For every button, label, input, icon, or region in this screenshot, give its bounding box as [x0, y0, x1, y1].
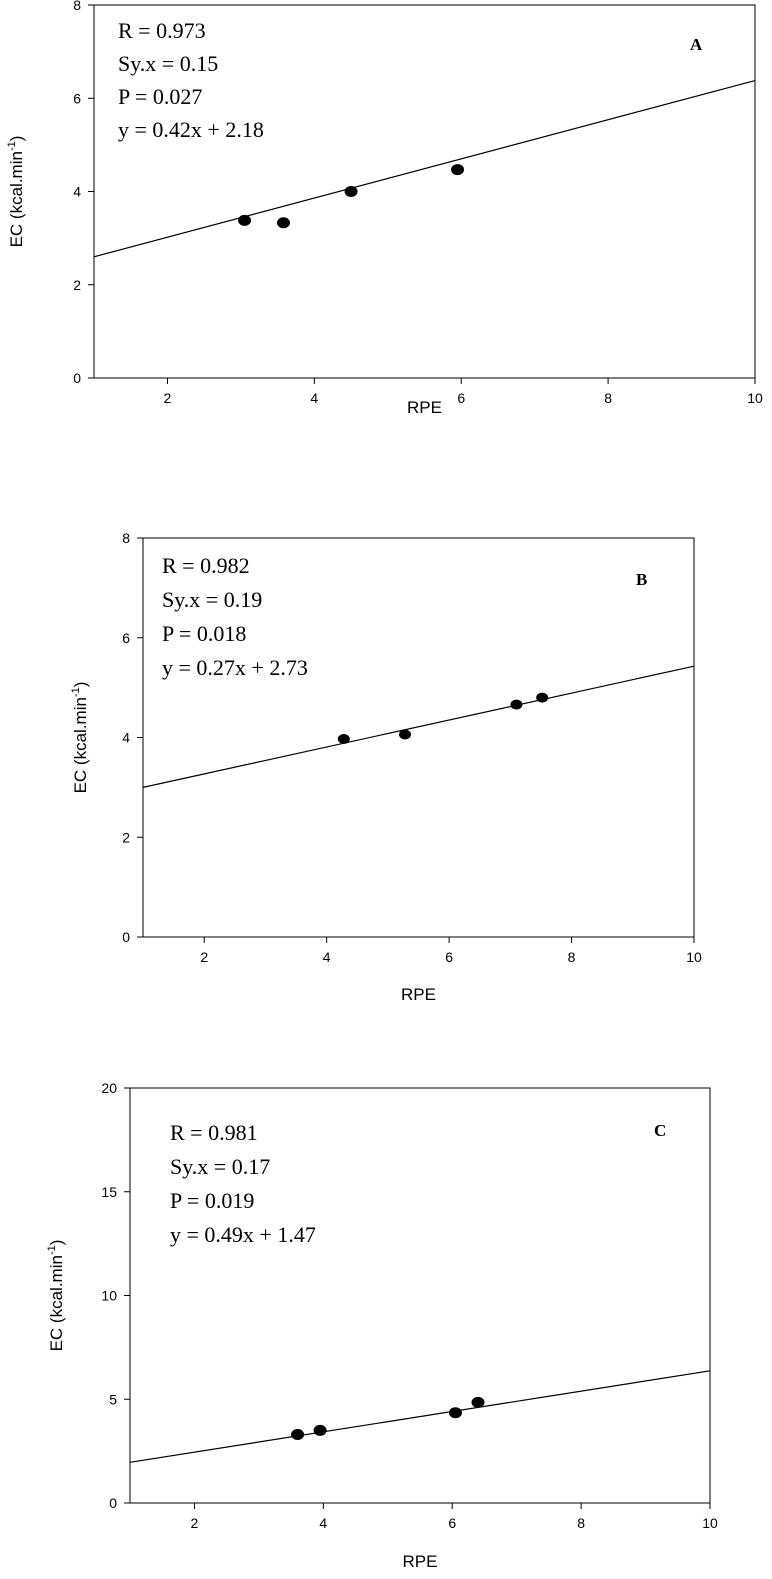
chart-c-stat-text: P = 0.019 — [170, 1188, 254, 1213]
chart-b-panel-label: B — [636, 570, 647, 589]
chart-c-data-point — [313, 1424, 327, 1436]
chart-c-stat-text: Sy.x = 0.17 — [170, 1154, 270, 1179]
chart-b-x-tick-label: 8 — [568, 949, 576, 965]
chart-b-stat-text: Sy.x = 0.19 — [162, 587, 262, 612]
chart-a-x-tick-label: 4 — [310, 390, 318, 406]
chart-c-plot-frame — [129, 1087, 711, 1504]
chart-b-y-axis-label-main: EC (kcal.min — [71, 697, 90, 793]
chart-b-data-point — [399, 729, 412, 740]
chart-a-y-tick-label: 6 — [73, 90, 81, 106]
chart-a-x-tick-label: 10 — [747, 390, 763, 406]
chart-c-y-tick-label: 20 — [101, 1080, 117, 1096]
chart-c-x-axis-label: RPE — [403, 1552, 438, 1571]
chart-a-y-tick-label: 8 — [73, 0, 81, 13]
chart-a-stat-text: P = 0.027 — [118, 84, 202, 109]
chart-b-data-point — [337, 733, 350, 744]
chart-b-stat-text: R = 0.982 — [162, 553, 250, 578]
chart-a-stat-text: y = 0.42x + 2.18 — [118, 117, 264, 142]
chart-c-regression-line — [129, 1370, 711, 1463]
chart-b-x-axis-label: RPE — [401, 985, 436, 1004]
chart-c-x-tick-label: 2 — [191, 1515, 199, 1531]
chart-c-data-point — [448, 1407, 462, 1419]
chart-a-x-tick-label: 8 — [604, 390, 612, 406]
chart-a-x-tick-label: 2 — [164, 390, 172, 406]
chart-b-x-tick-label: 4 — [323, 949, 331, 965]
chart-c-data-point — [291, 1429, 305, 1441]
chart-c-y-axis-label-main: EC (kcal.min — [47, 1255, 66, 1351]
chart-c-panel-label: C — [654, 1121, 666, 1140]
chart-c-stat-text: R = 0.981 — [170, 1120, 258, 1145]
chart-a-data-point — [451, 164, 465, 176]
chart-a-y-tick-label: 4 — [73, 184, 81, 200]
chart-c: 2 4 6 8 10 0 5 10 15 20 R = 0.981 Sy.x = 0.17 P = 0.… — [46, 1080, 718, 1571]
chart-a-data-point — [238, 214, 252, 226]
chart-a-y-axis-label-main: EC (kcal.min — [7, 151, 26, 247]
chart-b-data-point — [510, 699, 523, 710]
chart-b-y-tick-label: 8 — [122, 530, 130, 546]
chart-b-x-tick-label: 6 — [445, 949, 453, 965]
chart-c-y-axis-label-close: ) — [47, 1240, 66, 1246]
chart-c-stat-text: y = 0.49x + 1.47 — [170, 1222, 316, 1247]
chart-b-y-axis-label: EC (kcal.min-1) — [70, 682, 90, 794]
chart-c-data-point — [471, 1396, 485, 1408]
chart-c-y-axis-label: EC (kcal.min-1) — [46, 1240, 66, 1352]
chart-a-panel-label: A — [690, 35, 703, 54]
chart-b: 2 4 6 8 10 0 2 4 6 8 R = 0.982 Sy.x = 0.19 P = 0.018… — [70, 530, 702, 1004]
chart-c-x-tick-label: 8 — [577, 1515, 585, 1531]
chart-a-data-point — [276, 217, 290, 229]
chart-a-y-axis-label: EC (kcal.min-1) — [6, 136, 26, 248]
chart-a-data-point — [344, 186, 358, 197]
chart-b-data-point — [536, 692, 549, 703]
chart-a: 2 4 6 8 10 0 2 4 6 8 R = 0.973 Sy.x = 0.15 P = 0.027… — [6, 0, 763, 417]
chart-a-x-tick-label: 6 — [457, 390, 465, 406]
chart-a-stat-text: R = 0.973 — [118, 18, 206, 43]
chart-c-y-tick-label: 15 — [101, 1184, 117, 1200]
chart-c-x-tick-label: 4 — [319, 1515, 327, 1531]
chart-b-y-axis-label-close: ) — [71, 682, 90, 688]
chart-b-stat-text: P = 0.018 — [162, 621, 246, 646]
chart-a-y-axis-label-close: ) — [7, 136, 26, 142]
chart-b-regression-line — [142, 665, 695, 788]
chart-b-y-tick-label: 4 — [122, 730, 130, 746]
chart-a-stat-text: Sy.x = 0.15 — [118, 51, 218, 76]
chart-c-y-tick-label: 5 — [109, 1391, 117, 1407]
chart-c-y-tick-label: 0 — [109, 1495, 117, 1511]
chart-a-y-tick-label: 0 — [73, 370, 81, 386]
chart-b-y-axis-label-sup: -1 — [70, 687, 82, 697]
chart-a-x-axis-label: RPE — [407, 398, 442, 417]
chart-b-y-tick-label: 0 — [122, 929, 130, 945]
chart-a-y-tick-label: 2 — [73, 277, 81, 293]
chart-a-regression-line — [93, 79, 756, 258]
chart-b-stat-text: y = 0.27x + 2.73 — [162, 655, 308, 680]
chart-b-x-tick-label: 10 — [686, 949, 702, 965]
chart-b-y-tick-label: 6 — [122, 630, 130, 646]
chart-b-x-tick-label: 2 — [200, 949, 208, 965]
chart-c-x-tick-label: 10 — [702, 1515, 718, 1531]
chart-a-y-axis-label-sup: -1 — [6, 141, 18, 151]
chart-c-x-tick-label: 6 — [448, 1515, 456, 1531]
chart-c-y-tick-label: 10 — [101, 1288, 117, 1304]
chart-c-y-axis-label-sup: -1 — [46, 1245, 58, 1255]
chart-b-y-tick-label: 2 — [122, 829, 130, 845]
